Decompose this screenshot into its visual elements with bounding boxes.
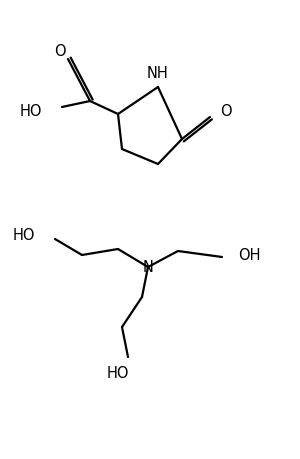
Text: O: O [54, 45, 66, 59]
Text: N: N [142, 260, 153, 275]
Text: O: O [220, 104, 232, 119]
Text: NH: NH [147, 67, 169, 81]
Text: HO: HO [20, 104, 42, 119]
Text: HO: HO [107, 366, 129, 381]
Text: OH: OH [238, 248, 260, 263]
Text: HO: HO [13, 228, 35, 243]
